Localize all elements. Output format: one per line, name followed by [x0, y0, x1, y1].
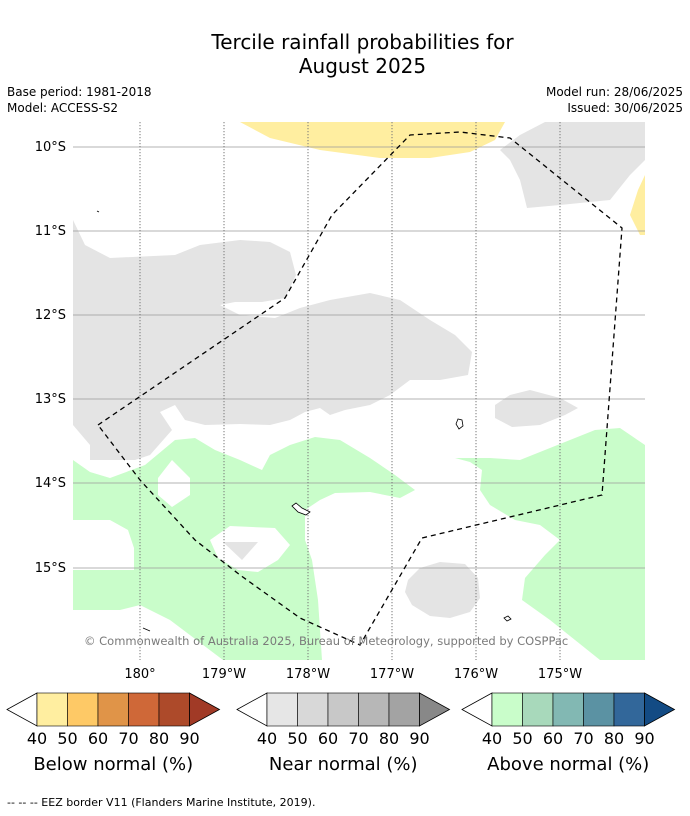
meta-right: Model run: 28/06/2025 Issued: 30/06/2025 — [546, 84, 683, 116]
below-normal-colorbar: 40 50 60 70 80 90 Below normal (%) — [6, 692, 221, 775]
colorbar-segment — [297, 692, 329, 727]
copyright-notice: © Commonwealth of Australia 2025, Bureau… — [84, 634, 568, 648]
meta-left: Base period: 1981-2018 Model: ACCESS-S2 — [7, 84, 152, 116]
colorbar-title: Above normal (%) — [487, 754, 649, 775]
colorbar-segment — [583, 692, 615, 727]
colorbars: 40 50 60 70 80 90 Below normal (%) 40 50 60 70 80 90… — [6, 692, 676, 775]
below-normal-region-north — [240, 122, 505, 158]
colorbar-extend-high — [644, 692, 676, 727]
colorbar-tick-label: 50 — [57, 729, 77, 748]
colorbar-tick-label: 90 — [409, 729, 429, 748]
model-name: Model: ACCESS-S2 — [7, 101, 119, 115]
colorbar-extend-high — [419, 692, 451, 727]
colorbar-segment — [67, 692, 99, 727]
near-normal-region-northeast — [500, 122, 645, 208]
colorbar-segment — [613, 692, 645, 727]
colorbar-tick-label: 50 — [287, 729, 307, 748]
y-label: 11°S — [35, 224, 66, 239]
colorbar-extend-low — [236, 692, 268, 727]
colorbar-segment — [158, 692, 190, 727]
colorbar-segment — [358, 692, 390, 727]
islands — [96, 210, 512, 632]
colorbar-extend-high — [189, 692, 221, 727]
colorbar-tick-label: 90 — [179, 729, 199, 748]
y-label: 12°S — [35, 308, 66, 323]
colorbar-segment — [491, 692, 523, 727]
colorbar-tick-label: 70 — [118, 729, 138, 748]
x-label: 180° — [124, 667, 155, 682]
eez-footnote: -- -- -- EEZ border V11 (Flanders Marine… — [7, 796, 316, 809]
title-line2: August 2025 — [298, 54, 427, 78]
colorbar-tick-label: 40 — [257, 729, 277, 748]
x-label: 176°W — [454, 667, 498, 682]
colorbar-tick-label: 40 — [482, 729, 502, 748]
colorbar-tick-label: 90 — [634, 729, 654, 748]
colorbar-segment — [552, 692, 584, 727]
y-axis-labels: 10°S 11°S 12°S 13°S 14°S 15°S — [35, 140, 66, 576]
x-label: 179°W — [202, 667, 246, 682]
near-normal-region-south — [405, 562, 480, 618]
x-axis-labels: 180° 179°W 178°W 177°W 176°W 175°W — [124, 667, 582, 682]
eez-border — [97, 131, 623, 646]
colorbar-title: Near normal (%) — [269, 754, 418, 775]
colorbar-tick-label: 40 — [27, 729, 47, 748]
colorbar-extend-low — [461, 692, 493, 727]
y-label: 15°S — [35, 561, 66, 576]
title-line1: Tercile rainfall probabilities for — [211, 30, 514, 54]
colorbar-tick-label: 80 — [379, 729, 399, 748]
colorbar-tick-label: 80 — [149, 729, 169, 748]
colorbar-extend-low — [6, 692, 38, 727]
colorbar-tick-label: 60 — [543, 729, 563, 748]
near-normal-region-inland — [223, 542, 258, 560]
base-period: Base period: 1981-2018 — [7, 85, 152, 99]
below-normal-region-east — [630, 175, 645, 235]
issued-date: Issued: 30/06/2025 — [567, 101, 683, 115]
near-normal-colorbar: 40 50 60 70 80 90 Near normal (%) — [236, 692, 451, 775]
above-normal-region-west — [73, 437, 415, 660]
x-label: 175°W — [538, 667, 582, 682]
y-label: 13°S — [35, 392, 66, 407]
x-label: 178°W — [286, 667, 330, 682]
colorbar-segment — [97, 692, 129, 727]
latitude-gridlines — [73, 146, 645, 569]
model-run: Model run: 28/06/2025 — [545, 85, 683, 99]
y-label: 10°S — [35, 140, 66, 155]
above-normal-region-east — [455, 428, 645, 660]
colorbar-tick-label: 70 — [348, 729, 368, 748]
near-normal-region-west — [73, 220, 472, 460]
colorbar-tick-label: 70 — [573, 729, 593, 748]
colorbar-tick-label: 60 — [318, 729, 338, 748]
colorbar-segment — [522, 692, 554, 727]
map-area: © Commonwealth of Australia 2025, Bureau… — [73, 122, 645, 660]
colorbar-tick-label: 50 — [512, 729, 532, 748]
map-title: Tercile rainfall probabilities for Augus… — [0, 30, 690, 78]
colorbar-tick-label: 80 — [604, 729, 624, 748]
colorbar-segment — [266, 692, 298, 727]
y-label: 14°S — [35, 476, 66, 491]
x-label: 177°W — [370, 667, 414, 682]
colorbar-segment — [388, 692, 420, 727]
colorbar-tick-label: 60 — [88, 729, 108, 748]
above-normal-colorbar: 40 50 60 70 80 90 Above normal (%) — [461, 692, 676, 775]
colorbar-title: Below normal (%) — [33, 754, 193, 775]
colorbar-segment — [327, 692, 359, 727]
colorbar-segment — [36, 692, 68, 727]
colorbar-segment — [128, 692, 160, 727]
